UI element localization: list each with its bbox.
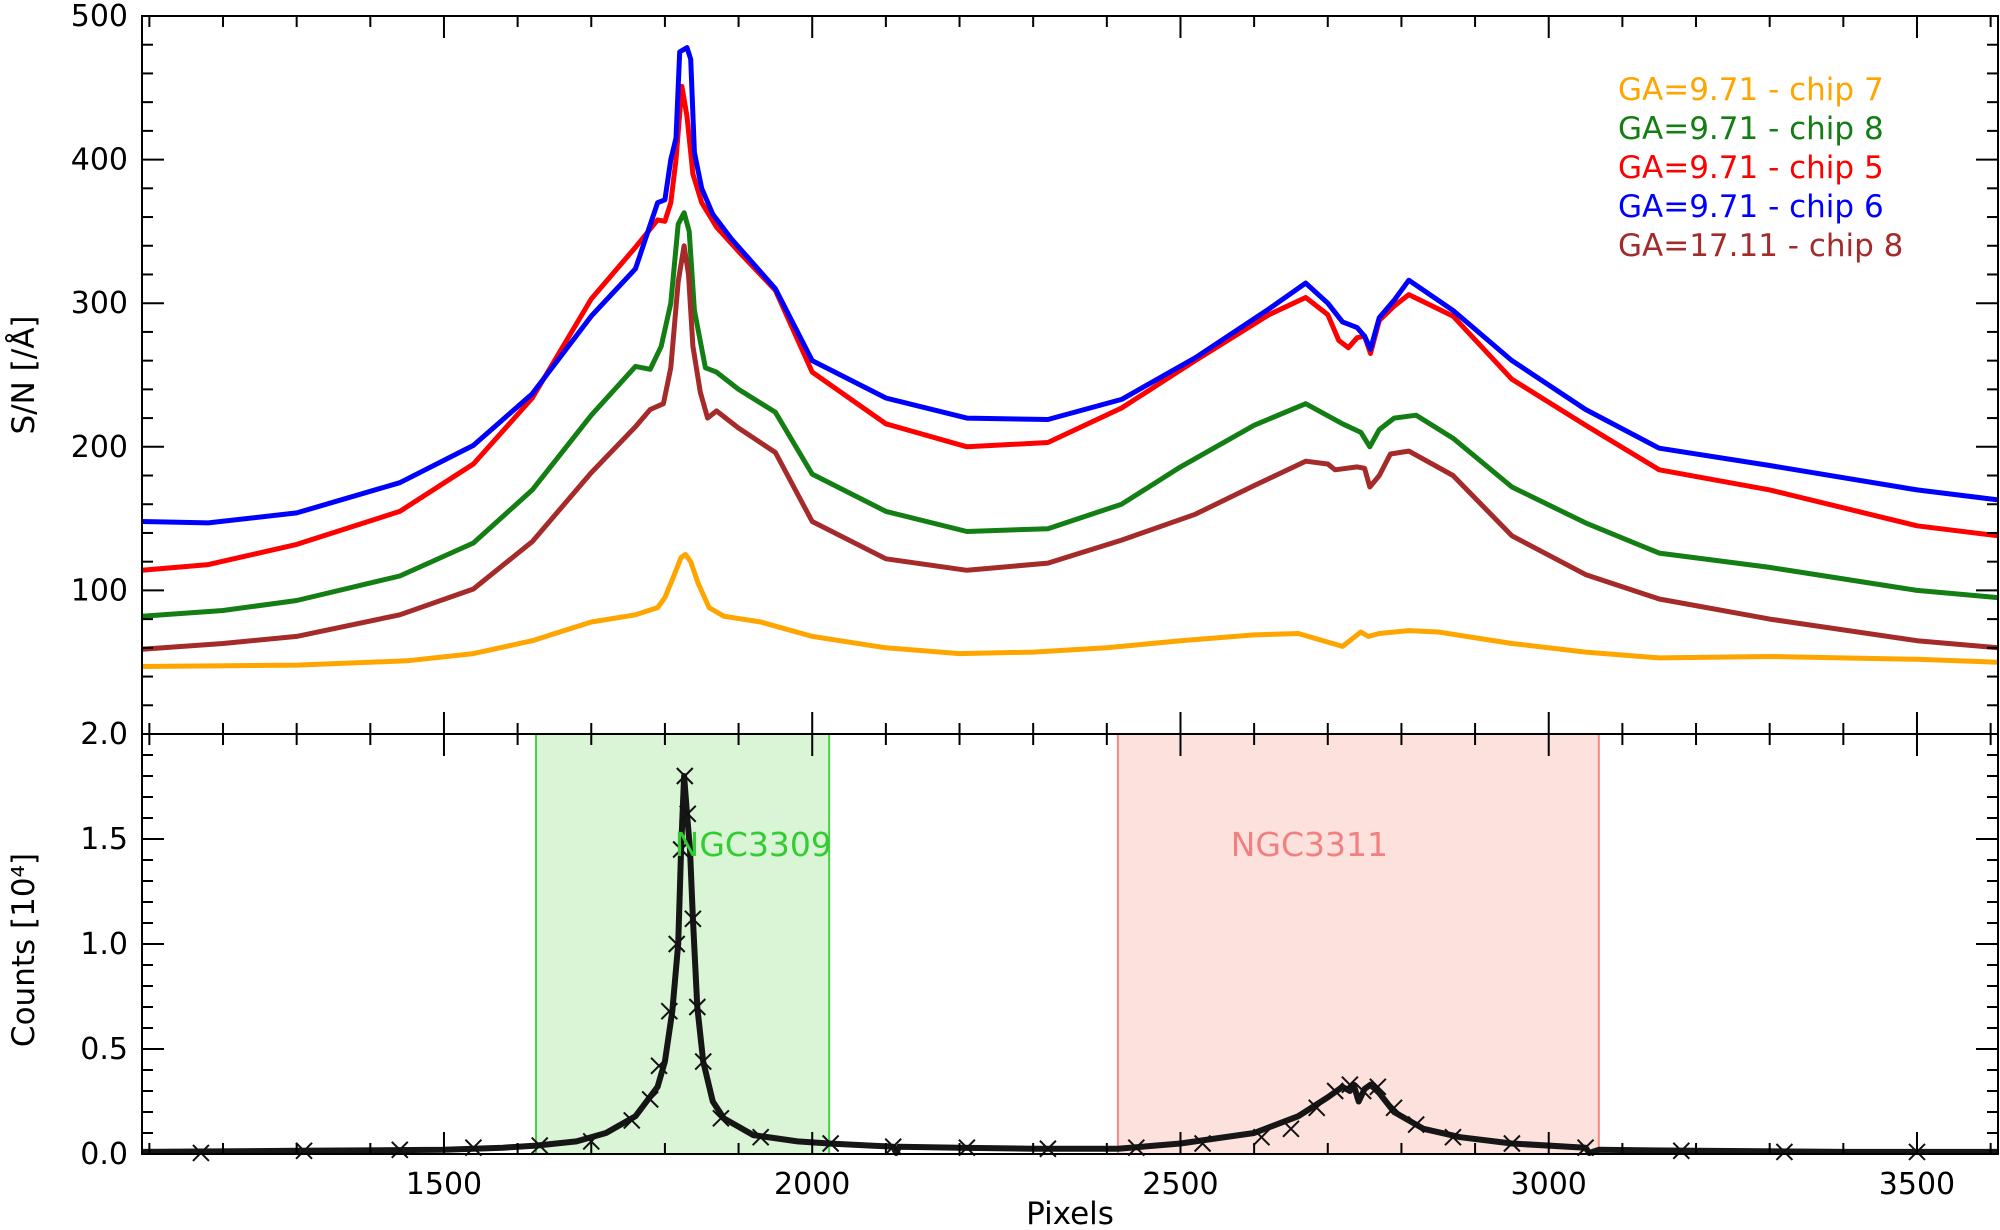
marker-x (1282, 1120, 1300, 1138)
top-y-tick-label: 300 (71, 286, 128, 321)
bottom-panel-series (141, 773, 1998, 1156)
marker-x (1308, 1099, 1326, 1117)
marker-x (672, 840, 690, 859)
marker-x (679, 805, 697, 823)
bottom-y-tick-label: 0.0 (80, 1137, 128, 1172)
marker-x (1775, 1143, 1794, 1161)
marker-x (1407, 1115, 1425, 1134)
x-tick-label: 2000 (774, 1167, 850, 1202)
legend-entry-chip8: GA=9.71 - chip 8 (1618, 111, 1884, 147)
legend-entry-chip7: GA=9.71 - chip 7 (1618, 72, 1884, 108)
marker-x (641, 1090, 659, 1109)
marker-x (1341, 1075, 1359, 1094)
marker-x (1326, 1082, 1344, 1100)
marker-x (688, 998, 707, 1016)
bottom-y-axis-title: Counts [10⁴] (6, 853, 42, 1047)
marker-x (712, 1109, 730, 1128)
marker-x (667, 935, 686, 953)
legend-entry-ga17-chip8: GA=17.11 - chip 8 (1618, 228, 1903, 264)
top-y-tick-label: 100 (71, 573, 128, 608)
series-line-3 (141, 45, 1999, 526)
marker-x (650, 1057, 668, 1075)
marker-x (694, 1052, 712, 1071)
region-label-ngc3311: NGC3311 (1231, 825, 1388, 864)
marker-x (1503, 1134, 1521, 1153)
marker-x (884, 1137, 902, 1156)
top-y-tick-label: 500 (71, 0, 128, 34)
marker-x (1193, 1134, 1212, 1153)
marker-x (192, 1144, 210, 1162)
top-panel-series (141, 45, 1999, 669)
legend: GA=9.71 - chip 7 GA=9.71 - chip 8 GA=9.7… (1618, 72, 1903, 264)
region-labels: NGC3309 NGC3311 (675, 825, 1388, 864)
marker-x (1385, 1099, 1403, 1117)
legend-entry-chip6: GA=9.71 - chip 6 (1618, 189, 1884, 225)
series-line-0 (141, 552, 1999, 669)
marker-x (391, 1141, 409, 1159)
marker-x (821, 1134, 840, 1153)
marker-x (1252, 1128, 1271, 1146)
marker-x (582, 1132, 600, 1151)
top-y-tick-label: 200 (71, 430, 128, 465)
marker-x (676, 767, 694, 785)
series-line-2 (141, 83, 1999, 573)
series-line-4 (141, 243, 1999, 652)
bottom-y-tick-label: 2.0 (80, 717, 128, 752)
marker-x (623, 1111, 641, 1130)
x-tick-label: 2500 (1142, 1167, 1218, 1202)
marker-x (295, 1142, 313, 1160)
series-line-1 (141, 210, 1999, 619)
counts-line (141, 773, 1998, 1156)
region-label-ngc3309: NGC3309 (675, 825, 832, 864)
bottom-y-tick-label: 0.5 (80, 1032, 128, 1067)
marker-x (660, 1002, 679, 1020)
top-y-tick-label: 400 (71, 143, 128, 178)
bottom-y-tick-label: 1.0 (80, 927, 128, 962)
top-y-axis-title: S/N [/Å] (6, 315, 42, 434)
tick-labels: 100 200 300 400 500 0.0 0.5 1.0 1.5 2.0 1500 2000 25… (71, 0, 1955, 1202)
marker-x (531, 1136, 549, 1155)
marker-x (1672, 1142, 1691, 1160)
bottom-y-tick-label: 1.5 (80, 822, 128, 857)
axes (141, 15, 1999, 1155)
legend-entry-chip5: GA=9.71 - chip 5 (1618, 150, 1884, 186)
x-axis-title: Pixels (1026, 1196, 1114, 1230)
marker-x (684, 910, 702, 928)
x-tick-label: 3000 (1511, 1167, 1587, 1202)
x-tick-label: 3500 (1879, 1167, 1955, 1202)
marker-x (1369, 1078, 1387, 1096)
marker-x (1444, 1128, 1462, 1146)
marker-x (751, 1128, 770, 1146)
x-tick-label: 1500 (406, 1167, 482, 1202)
marker-x (1354, 1082, 1372, 1100)
